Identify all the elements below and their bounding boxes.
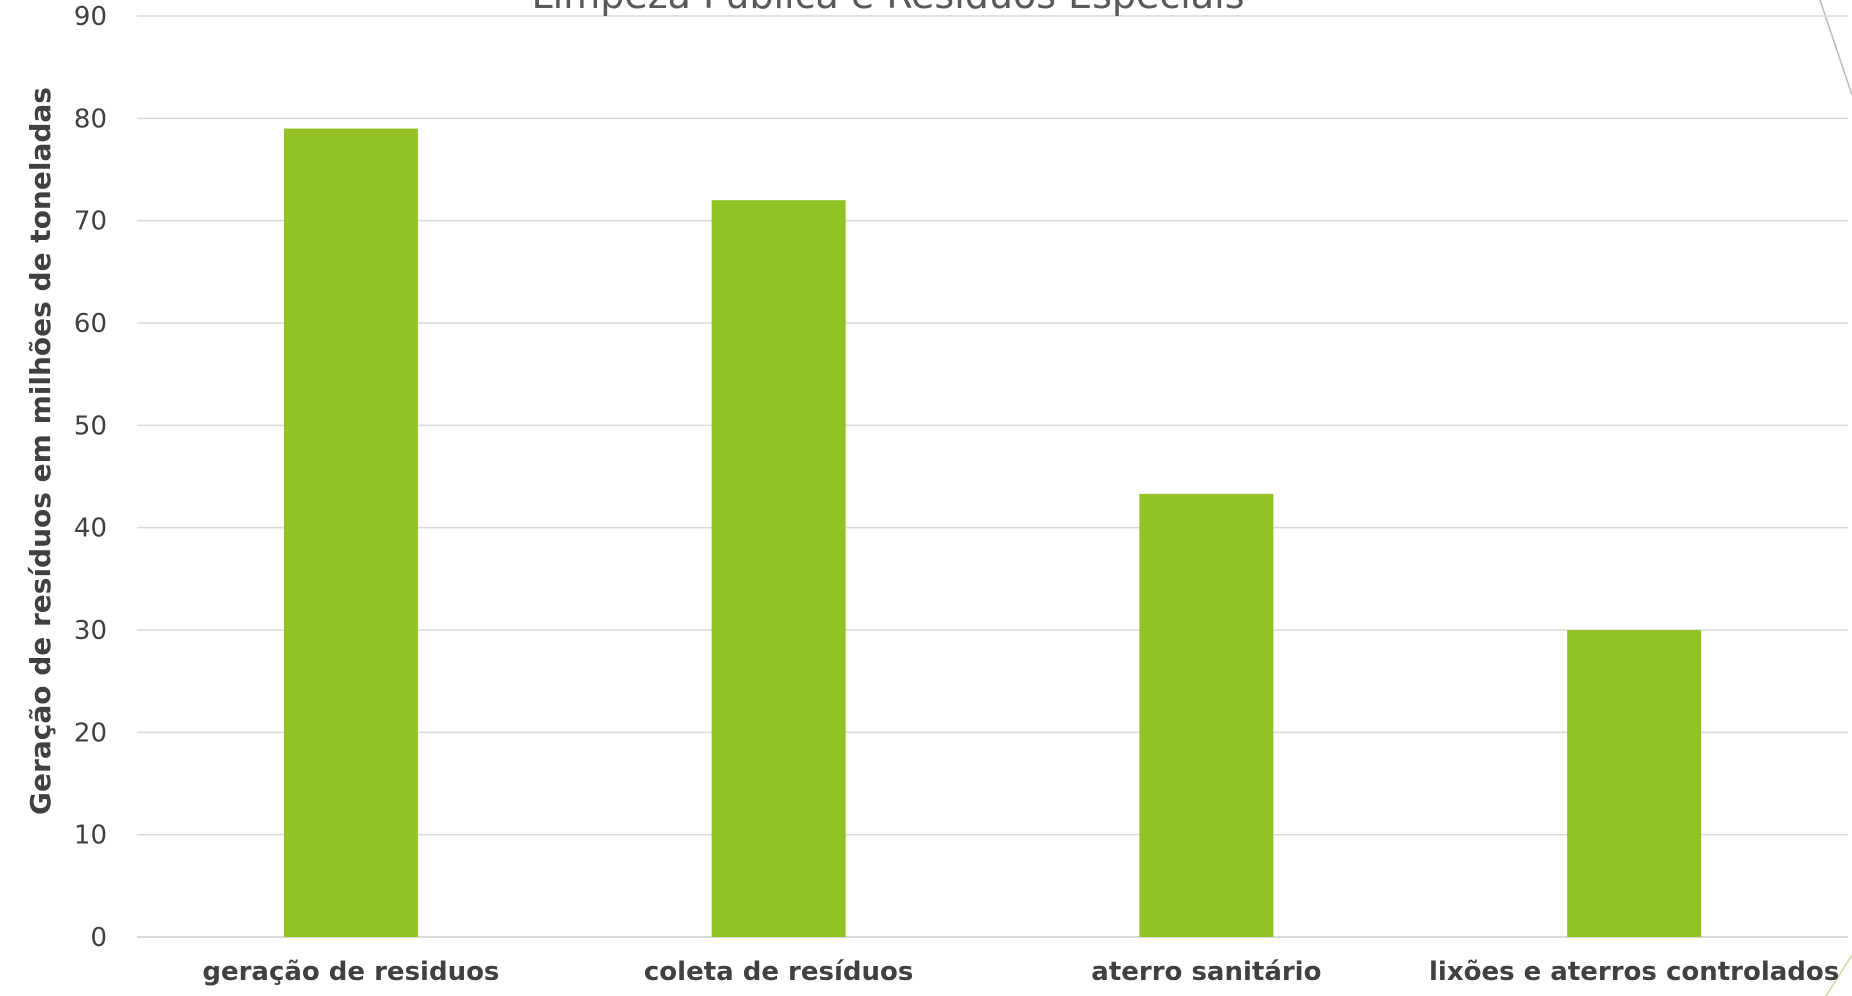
y-axis-tick-labels: 0 10 20 30 40 50 60 70 80 90: [74, 2, 107, 953]
decorative-corner-line: [1825, 954, 1852, 996]
x-category-label: lixões e aterros controlados: [1429, 957, 1839, 987]
y-tick-label: 50: [74, 411, 107, 441]
bar: [1567, 630, 1702, 937]
y-tick-label: 90: [74, 2, 107, 32]
y-tick-label: 10: [74, 821, 107, 851]
bar: [283, 128, 418, 938]
decorative-corner-line: [1819, 0, 1852, 96]
y-tick-label: 30: [74, 616, 107, 646]
x-category-label: coleta de resíduos: [644, 957, 913, 987]
chart-title: Limpeza Pública e Resíduos Especiais: [531, 0, 1244, 17]
y-axis-label: Geração de resíduos em milhões de tonela…: [24, 87, 57, 815]
bar: [711, 200, 846, 937]
y-tick-label: 80: [74, 104, 107, 134]
y-tick-label: 60: [74, 309, 107, 339]
gridlines: [137, 15, 1848, 938]
x-category-label: geração de residuos: [202, 957, 499, 987]
y-tick-label: 0: [90, 923, 107, 953]
x-axis-category-labels: geração de residuos coleta de resíduos ate…: [202, 957, 1839, 987]
bars: [283, 128, 1702, 938]
x-category-label: aterro sanitário: [1091, 957, 1321, 987]
bar: [1139, 493, 1274, 937]
y-tick-label: 20: [74, 718, 107, 748]
y-tick-label: 70: [74, 207, 107, 237]
y-tick-label: 40: [74, 514, 107, 544]
